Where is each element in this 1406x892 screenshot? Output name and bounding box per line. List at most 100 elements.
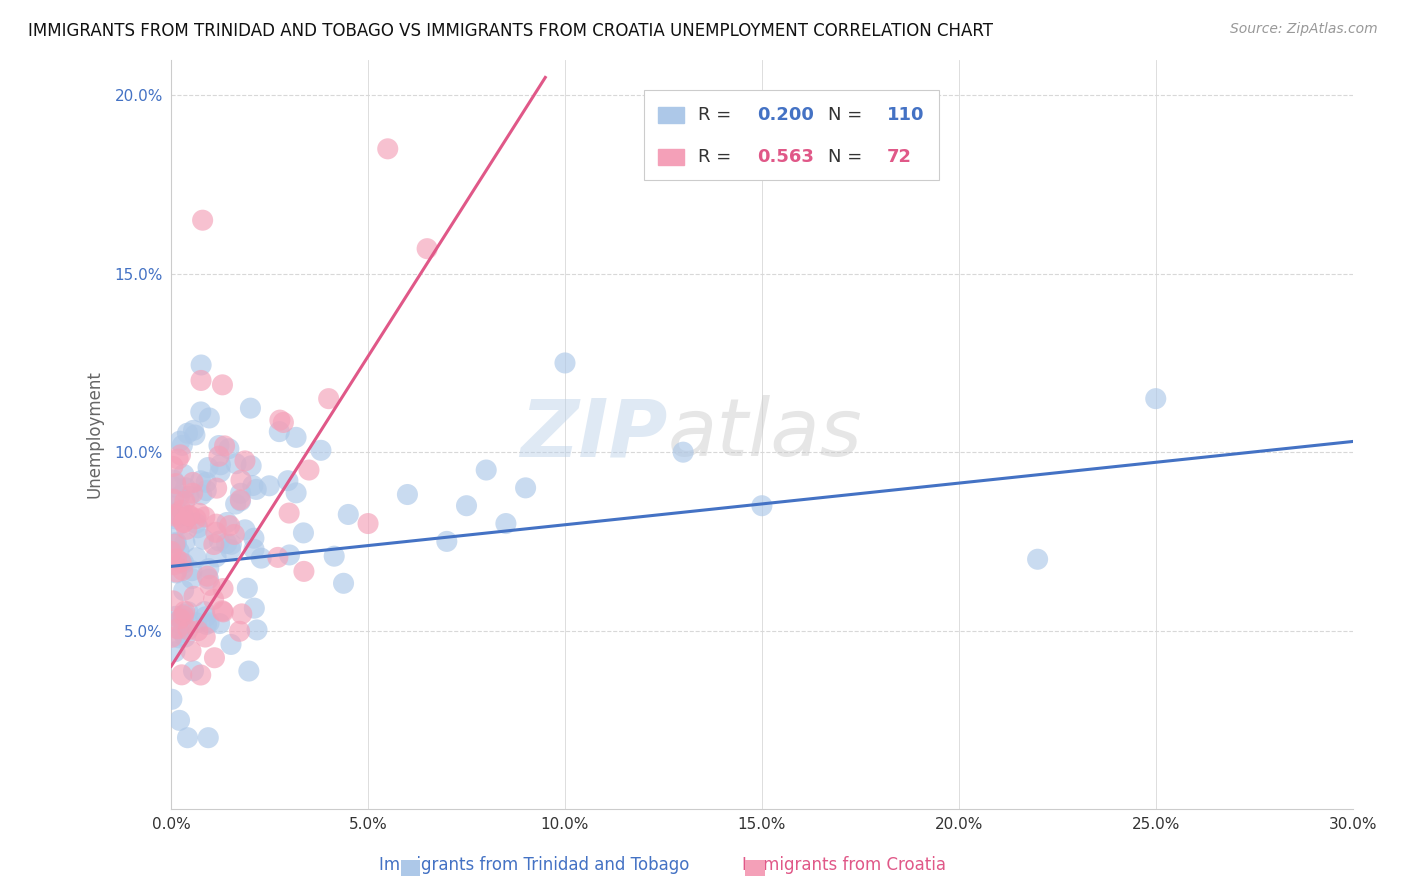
Point: [285, 430, 308, 444]
Point: [198, 615, 221, 630]
Point: [396, 487, 419, 501]
Point: [167, 544, 190, 558]
Point: [269, 425, 291, 439]
Point: [190, 374, 212, 388]
Point: [172, 516, 194, 530]
Point: [202, 537, 225, 551]
Point: [198, 578, 221, 592]
Point: [183, 423, 205, 437]
Point: [172, 608, 194, 623]
Point: [225, 457, 247, 471]
Point: [170, 668, 193, 682]
Point: [298, 463, 321, 477]
Point: [229, 473, 252, 487]
Point: [162, 492, 184, 507]
Point: [165, 536, 187, 550]
Point: [198, 561, 221, 575]
Point: [190, 488, 212, 502]
Point: [173, 583, 195, 598]
Point: [191, 213, 214, 227]
Point: [239, 401, 262, 416]
Point: [240, 458, 263, 473]
Point: [208, 616, 231, 631]
Point: [238, 664, 260, 678]
Point: [181, 486, 204, 500]
Point: [172, 508, 194, 523]
Point: [236, 581, 259, 595]
Point: [194, 610, 217, 624]
Point: [277, 474, 299, 488]
Bar: [658, 149, 683, 165]
Point: [214, 439, 236, 453]
Point: [162, 594, 184, 608]
Point: [218, 518, 240, 533]
Point: [170, 555, 193, 569]
Text: Source: ZipAtlas.com: Source: ZipAtlas.com: [1230, 22, 1378, 37]
Point: [211, 377, 233, 392]
Point: [166, 622, 188, 636]
Point: [246, 623, 269, 637]
Text: 72: 72: [887, 148, 912, 166]
Text: N =: N =: [828, 148, 868, 166]
Point: [160, 692, 183, 706]
Point: [250, 551, 273, 566]
Point: [172, 563, 194, 577]
Point: [205, 525, 228, 540]
Point: [163, 537, 186, 551]
Point: [332, 576, 354, 591]
Point: [187, 521, 209, 535]
Point: [184, 516, 207, 531]
Point: [278, 548, 301, 562]
Point: [173, 535, 195, 549]
Point: [173, 604, 195, 618]
Point: [197, 460, 219, 475]
Text: R =: R =: [699, 148, 737, 166]
Point: [173, 515, 195, 529]
Point: [173, 467, 195, 482]
Point: [212, 582, 235, 596]
Point: [165, 476, 187, 491]
Bar: [658, 106, 683, 123]
Point: [165, 615, 187, 629]
Point: [225, 497, 247, 511]
Point: [751, 499, 773, 513]
Point: [169, 448, 191, 462]
Point: [456, 499, 478, 513]
Point: [177, 490, 200, 504]
Point: [259, 479, 281, 493]
Point: [163, 558, 186, 572]
Point: [170, 503, 193, 517]
FancyBboxPatch shape: [644, 89, 939, 179]
Point: [377, 142, 399, 156]
Point: [309, 443, 332, 458]
Point: [190, 405, 212, 419]
Point: [285, 486, 308, 500]
Point: [170, 611, 193, 625]
Point: [229, 486, 252, 500]
Point: [204, 650, 226, 665]
Point: [224, 527, 246, 541]
Text: atlas: atlas: [668, 395, 862, 474]
Point: [208, 449, 231, 463]
Text: 0.563: 0.563: [758, 148, 814, 166]
Point: [219, 542, 242, 557]
Point: [176, 522, 198, 536]
Point: [205, 517, 228, 532]
Point: [181, 475, 204, 490]
Point: [167, 452, 190, 467]
Point: [195, 569, 218, 583]
Point: [173, 607, 195, 622]
Point: [160, 630, 183, 644]
Point: [186, 615, 208, 630]
Point: [160, 544, 183, 558]
Point: [165, 565, 187, 579]
Point: [163, 506, 186, 520]
Point: [208, 534, 231, 549]
Point: [337, 508, 360, 522]
Point: [205, 549, 228, 564]
Point: [172, 438, 194, 452]
Point: [165, 551, 187, 566]
Point: [177, 508, 200, 523]
Text: Immigrants from Trinidad and Tobago: Immigrants from Trinidad and Tobago: [380, 856, 689, 874]
Point: [165, 509, 187, 524]
